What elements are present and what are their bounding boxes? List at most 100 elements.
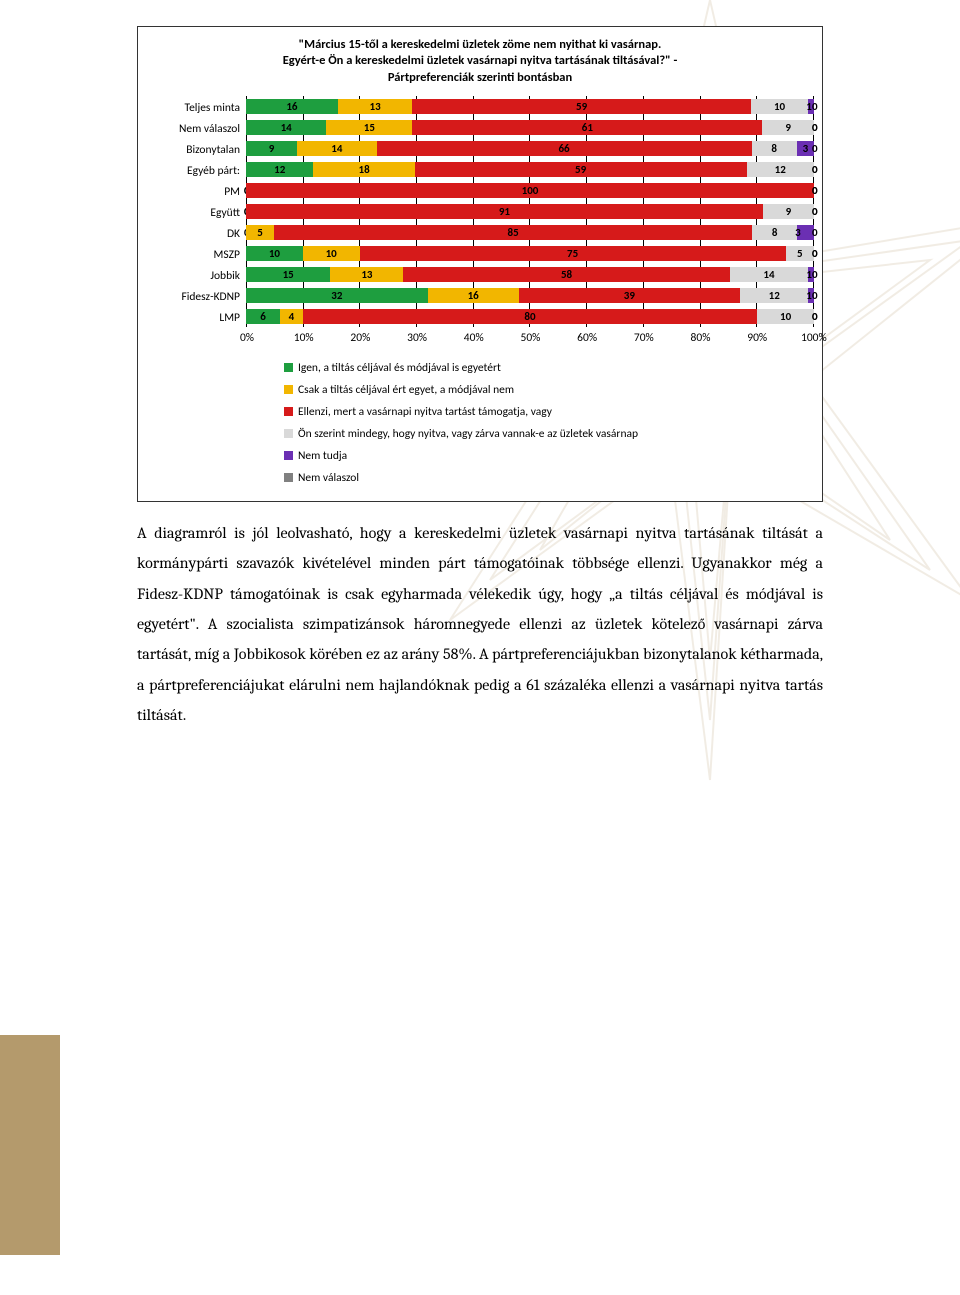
legend-item: Csak a tiltás céljával ért egyet, a módj… [284, 379, 814, 401]
body-paragraph: A diagramról is jól leolvasható, hogy a … [137, 502, 823, 731]
legend-label: Nem válaszol [298, 471, 359, 485]
bar-segment: 61 [412, 120, 762, 135]
y-axis-label: Fidesz-KDNP [146, 287, 246, 308]
y-axis-label: MSZP [146, 245, 246, 266]
bar-value-label: 13 [370, 100, 381, 113]
bar-value-label: 0 [812, 100, 818, 113]
bar-segment: 14 [246, 120, 326, 135]
legend-label: Nem tudja [298, 449, 347, 463]
bar-value-label: 10 [326, 247, 337, 260]
bar-value-label: 61 [582, 121, 593, 134]
bar-segment: 32 [246, 288, 428, 303]
y-axis-label: Együtt [146, 203, 246, 224]
bar-value-label: 9 [785, 121, 791, 134]
y-axis-label: Nem válaszol [146, 119, 246, 140]
x-tick-label: 30% [403, 331, 431, 345]
bar-value-label: 14 [763, 268, 774, 281]
bar-segment: 100 [246, 183, 814, 198]
bar-value-label: 39 [624, 289, 635, 302]
bar-row: 101075500 [246, 243, 814, 264]
y-axis-label: DK [146, 224, 246, 245]
chart-container: "Március 15-től a kereskedelmi üzletek z… [137, 26, 823, 502]
bar-segment: 75 [360, 246, 786, 261]
bar-segment: 9 [246, 141, 297, 156]
bar-row: 0010000 [246, 180, 814, 201]
bar-segment: 80 [303, 309, 757, 324]
bar-value-label: 5 [797, 247, 803, 260]
bar-value-label: 8 [771, 142, 777, 155]
chart-title: "Március 15-től a kereskedelmi üzletek z… [146, 37, 814, 96]
bar-value-label: 12 [769, 289, 780, 302]
chart-title-line3: Pártpreferenciák szerinti bontásban [160, 70, 800, 86]
bar-value-label: 0 [812, 184, 818, 197]
legend-item: Igen, a tiltás céljával és módjával is e… [284, 357, 814, 379]
bar-segment: 10 [751, 99, 808, 114]
bar-value-label: 0 [812, 205, 818, 218]
bar: 1218591200 [246, 162, 814, 177]
bar-segment: 15 [326, 120, 412, 135]
bar-segment: 39 [519, 288, 741, 303]
bar-value-label: 3 [795, 226, 801, 239]
bar-row: 1218591200 [246, 159, 814, 180]
bar-segment: 59 [412, 99, 751, 114]
bar-value-label: 66 [558, 142, 569, 155]
x-tick-label: 20% [346, 331, 374, 345]
background-swatch [0, 1035, 60, 1255]
bar-value-label: 80 [524, 310, 535, 323]
bar-segment: 66 [377, 141, 752, 156]
bar: 0585830 [246, 225, 814, 240]
bar-value-label: 6 [260, 310, 266, 323]
legend-swatch [284, 451, 293, 460]
y-axis-label: Jobbik [146, 266, 246, 287]
chart-legend: Igen, a tiltás céljával és módjával is e… [146, 351, 814, 489]
bar-row: 91466830 [246, 138, 814, 159]
bar-segment: 12 [740, 288, 808, 303]
bar-value-label: 0 [812, 121, 818, 134]
x-tick-label: 60% [573, 331, 601, 345]
bar-segment: 58 [403, 267, 729, 282]
bar-segment: 5 [786, 246, 814, 261]
bar-value-label: 0 [812, 289, 818, 302]
bar-segment: 9 [762, 120, 814, 135]
bar-segment: 5 [246, 225, 274, 240]
bar-segment: 91 [246, 204, 763, 219]
x-tick-label: 40% [460, 331, 488, 345]
legend-item: Ellenzi, mert a vasárnapi nyitva tartást… [284, 401, 814, 423]
bar-segment: 6 [246, 309, 280, 324]
bar-row: 0091900 [246, 201, 814, 222]
legend-swatch [284, 385, 293, 394]
x-tick-label: 90% [743, 331, 771, 345]
legend-item: Ön szerint mindegy, hogy nyitva, vagy zá… [284, 423, 814, 445]
bar: 1613591010 [246, 99, 814, 114]
bar-segment: 12 [246, 162, 313, 177]
bar: 0010000 [246, 183, 814, 198]
bar-value-label: 58 [561, 268, 572, 281]
bar: 101075500 [246, 246, 814, 261]
bar-value-label: 100 [522, 184, 539, 197]
bar-value-label: 14 [281, 121, 292, 134]
x-tick-label: 10% [290, 331, 318, 345]
y-axis-label: Bizonytalan [146, 140, 246, 161]
bar: 1513581410 [246, 267, 814, 282]
bar-value-label: 32 [331, 289, 342, 302]
bar-value-label: 0 [812, 247, 818, 260]
bar-value-label: 15 [364, 121, 375, 134]
legend-swatch [284, 363, 293, 372]
legend-item: Nem válaszol [284, 467, 814, 489]
x-tick-label: 0% [233, 331, 261, 345]
bar-value-label: 9 [269, 142, 275, 155]
bar-segment: 10 [246, 246, 303, 261]
bar-row: 1613591010 [246, 96, 814, 117]
bar-segment: 16 [246, 99, 338, 114]
y-axis-label: Egyéb párt: [146, 161, 246, 182]
bar-segment: 14 [730, 267, 809, 282]
chart-title-line2: Egyért-e Ön a kereskedelmi üzletek vasár… [160, 53, 800, 69]
bar-segment: 10 [303, 246, 360, 261]
legend-label: Csak a tiltás céljával ért egyet, a módj… [298, 383, 514, 397]
bar-value-label: 5 [257, 226, 263, 239]
bar-value-label: 14 [331, 142, 342, 155]
bar: 3216391210 [246, 288, 814, 303]
legend-swatch [284, 407, 293, 416]
legend-label: Ön szerint mindegy, hogy nyitva, vagy zá… [298, 427, 638, 441]
bar-segment: 9 [763, 204, 814, 219]
